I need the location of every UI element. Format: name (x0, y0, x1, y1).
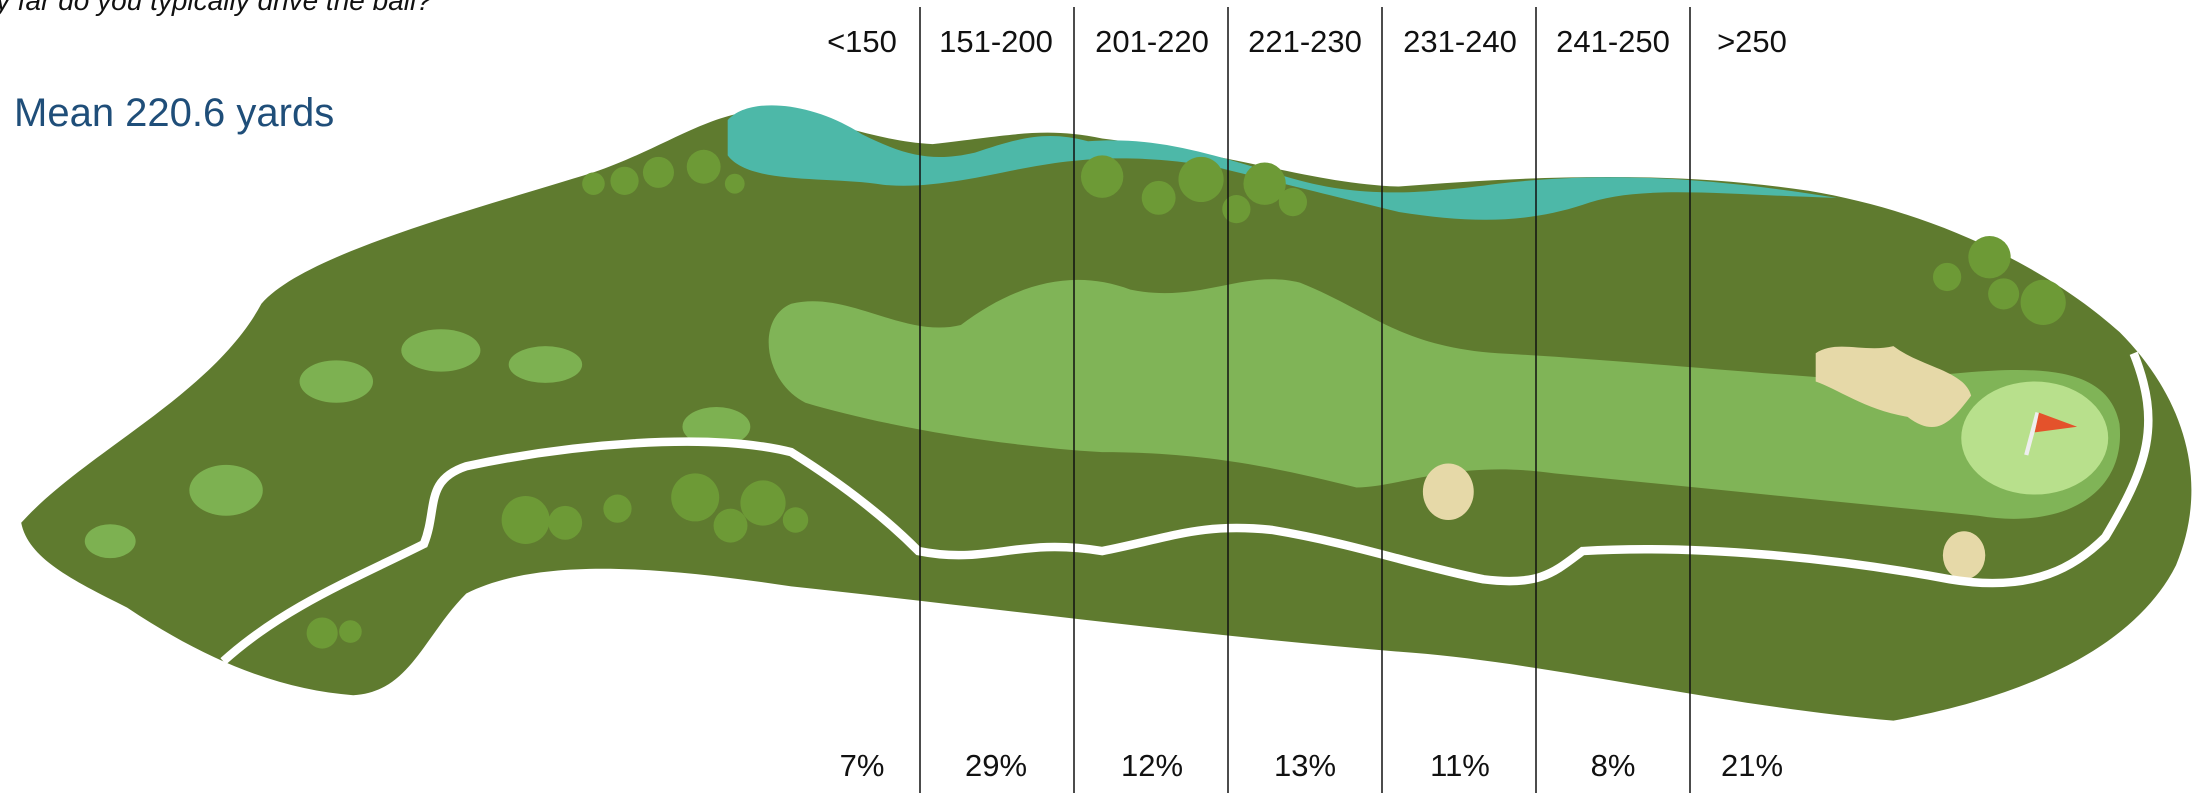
share-label: 7% (840, 748, 885, 783)
share-label: 11% (1430, 748, 1490, 783)
bunkers (1422, 346, 1986, 580)
range-label: <150 (827, 24, 897, 59)
cart-path (220, 351, 2153, 665)
water (727, 105, 1837, 220)
columns: <150 7% 151-200 29% 201-220 12% 221-230 13% 231-… (827, 7, 1787, 793)
share-label: 29% (965, 748, 1027, 783)
question: y far do you typically drive the ball? (0, 0, 432, 16)
share-label: 21% (1721, 748, 1783, 783)
range-label: 151-200 (939, 24, 1053, 59)
range-label: 231-240 (1403, 24, 1517, 59)
trees (306, 149, 2066, 649)
share-label: 12% (1121, 748, 1183, 783)
range-label: 241-250 (1556, 24, 1670, 59)
mean: Mean 220.6 yards (14, 91, 334, 135)
putting-green (1961, 381, 2109, 495)
share-label: 8% (1591, 748, 1636, 783)
flag (2034, 412, 2078, 433)
share-label: 13% (1274, 748, 1336, 783)
flag-pole (2024, 412, 2040, 456)
range-label: 221-230 (1248, 24, 1362, 59)
range-label: 201-220 (1095, 24, 1209, 59)
golf-hole (21, 105, 2192, 721)
range-label: >250 (1717, 24, 1787, 59)
tee-boxes (84, 329, 751, 559)
fairway (768, 279, 2121, 519)
